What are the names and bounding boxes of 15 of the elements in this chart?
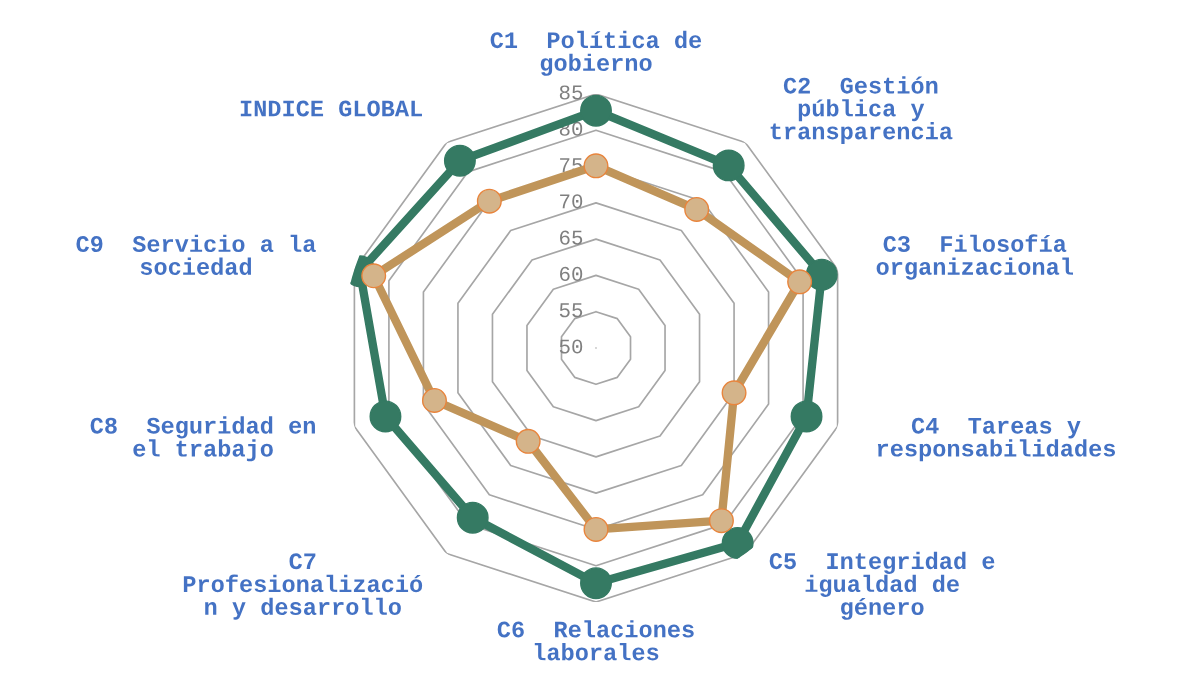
spoke-label: C6 Relaciones laborales — [497, 620, 694, 661]
y-tick-label: 60 — [560, 266, 583, 282]
y-tick-label: 65 — [560, 230, 583, 245]
spoke-label: C7 Profesionalizació n y desarrollo — [183, 553, 423, 620]
spoke-label: C1 Política de gobierno — [490, 30, 702, 76]
spoke-label: C9 Servicio a la sociedad — [76, 234, 316, 275]
spoke-label: C5 Integridad e igualdad de género — [769, 551, 995, 620]
spoke-label: INDICE GLOBAL — [240, 100, 422, 117]
spoke-label: C4 Tareas y responsabilidades — [877, 417, 1115, 462]
spoke-label: C2 Gestión pública y transparencia — [770, 76, 953, 145]
y-tick-label: 70 — [560, 194, 583, 209]
spoke-label: C8 Seguridad en el trabajo — [90, 416, 315, 462]
y-tick-label: 85 — [559, 85, 583, 100]
spoke-label: C3 Filosofía organizacional — [876, 234, 1073, 280]
y-tick-label: 55 — [559, 303, 583, 318]
